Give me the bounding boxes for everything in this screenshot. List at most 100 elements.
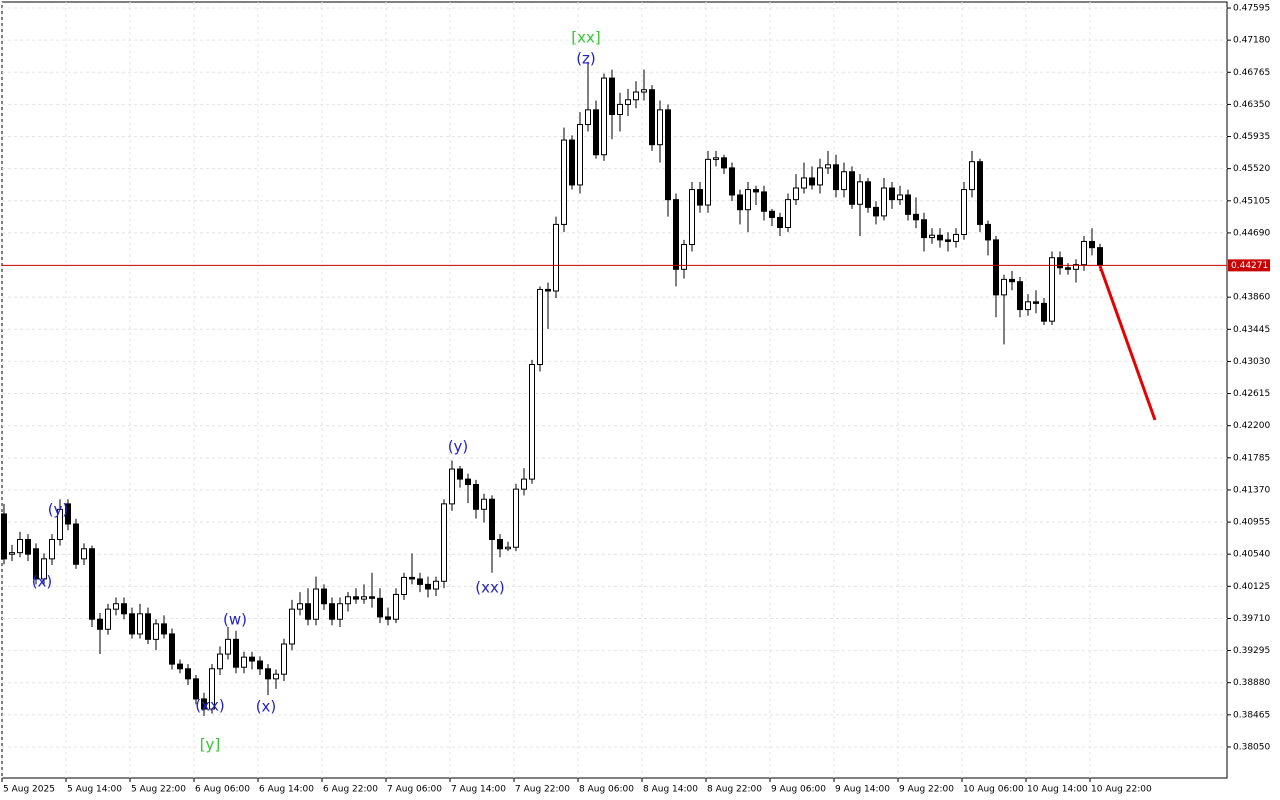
wave-label: (xx): [195, 697, 224, 715]
candle-body: [577, 124, 583, 186]
x-tick-label: 9 Aug 06:00: [771, 785, 826, 795]
candle-body: [1025, 301, 1031, 311]
candle-body: [681, 244, 687, 270]
candle-body: [489, 498, 495, 540]
candle-body: [673, 199, 679, 270]
candle-body: [809, 177, 815, 186]
candle-body: [537, 288, 543, 366]
candle-body: [601, 77, 607, 156]
candle-body: [1049, 257, 1055, 322]
candle-body: [361, 596, 367, 600]
candle-body: [1057, 257, 1063, 269]
y-tick-label: 0.40125: [1233, 582, 1270, 592]
wave-label: (x): [256, 698, 277, 716]
x-tick-label: 5 Aug 14:00: [67, 785, 122, 795]
candle-body: [241, 656, 247, 668]
candle-body: [801, 177, 807, 189]
candle-body: [113, 603, 119, 610]
candle-body: [25, 538, 31, 555]
x-tick-label: 5 Aug 22:00: [131, 785, 186, 795]
candle-body: [777, 216, 783, 229]
wave-label: (x): [32, 573, 53, 591]
candle-body: [697, 189, 703, 206]
candle-body: [553, 223, 559, 292]
candle-body: [737, 194, 743, 211]
candle-body: [1065, 267, 1071, 270]
y-tick-label: 0.45520: [1233, 164, 1270, 174]
candle-body: [169, 633, 175, 665]
y-tick-label: 0.46765: [1233, 68, 1270, 78]
y-tick-label: 0.47595: [1233, 4, 1270, 14]
y-tick-label: 0.38880: [1233, 678, 1270, 688]
candle-body: [409, 576, 415, 580]
candle-body: [289, 608, 295, 645]
candle-body: [745, 189, 751, 211]
candle-body: [321, 588, 327, 605]
candle-body: [873, 206, 879, 217]
candle-body: [521, 478, 527, 490]
price-label-box: [1228, 259, 1270, 272]
candle-body: [977, 161, 983, 225]
candle-body: [545, 288, 551, 292]
candle-body: [1089, 240, 1095, 249]
candle-body: [721, 157, 727, 169]
x-tick-label: 8 Aug 22:00: [707, 785, 762, 795]
x-tick-label: 9 Aug 22:00: [899, 785, 954, 795]
candle-body: [1081, 240, 1087, 266]
candle-body: [201, 698, 207, 710]
x-tick-label: 7 Aug 22:00: [515, 785, 570, 795]
candle-body: [665, 109, 671, 201]
candle-body: [193, 678, 199, 700]
candle-body: [753, 189, 759, 193]
candle-body: [641, 89, 647, 93]
candle-body: [457, 468, 463, 480]
y-tick-label: 0.41370: [1233, 485, 1270, 495]
candle-body: [369, 596, 375, 599]
candle-body: [265, 668, 271, 680]
candle-body: [1097, 247, 1103, 266]
wave-label: [xx]: [571, 29, 600, 47]
candle-body: [185, 668, 191, 680]
y-tick-label: 0.43030: [1233, 357, 1270, 367]
candle-body: [353, 596, 359, 600]
candle-body: [953, 233, 959, 242]
candle-body: [825, 164, 831, 169]
candle-body: [225, 638, 231, 655]
x-tick-label: 5 Aug 2025: [3, 785, 55, 795]
candle-body: [833, 164, 839, 191]
candle-body: [785, 199, 791, 229]
price-label: 0.44271: [1231, 261, 1268, 271]
candle-body: [921, 219, 927, 239]
candle-body: [897, 194, 903, 201]
candle-body: [305, 603, 311, 620]
candle-body: [761, 191, 767, 212]
candle-body: [433, 580, 439, 590]
x-tick-label: 10 Aug 14:00: [1027, 785, 1088, 795]
candle-body: [969, 161, 975, 191]
candle-body: [769, 210, 775, 218]
wave-label: (w): [223, 611, 247, 629]
candle-body: [329, 603, 335, 620]
y-tick-label: 0.41785: [1233, 453, 1270, 463]
y-tick-label: 0.39710: [1233, 614, 1270, 624]
plot-frame: [1, 1, 1228, 779]
x-tick-label: 10 Aug 06:00: [963, 785, 1024, 795]
x-tick-label: 7 Aug 14:00: [451, 785, 506, 795]
candle-body: [945, 239, 951, 242]
candle-body: [393, 593, 399, 620]
y-tick-label: 0.38050: [1233, 742, 1270, 752]
candle-body: [49, 538, 55, 560]
candle-body: [905, 194, 911, 215]
candle-body: [417, 578, 423, 585]
candle-body: [1, 513, 7, 560]
candle-body: [121, 603, 127, 615]
candle-body: [985, 223, 991, 241]
candle-body: [177, 663, 183, 670]
candle-body: [65, 503, 71, 525]
candle-body: [137, 613, 143, 635]
y-tick-label: 0.39295: [1233, 646, 1270, 656]
candle-body: [513, 488, 519, 548]
candle-body: [625, 99, 631, 105]
candle-body: [81, 548, 87, 560]
